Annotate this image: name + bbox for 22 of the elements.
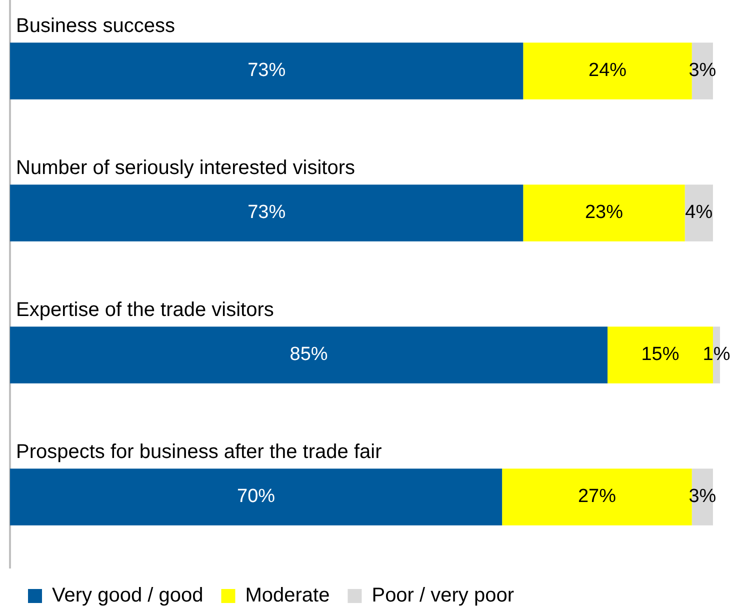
bar: [10, 468, 502, 526]
y-tick-label: Prospects for business after the trade fair: [16, 441, 382, 464]
data-label: 15%: [641, 344, 680, 366]
legend-label: Very good / good: [52, 584, 204, 607]
legend-label: Poor / very poor: [372, 584, 514, 607]
bar: [10, 184, 524, 242]
data-label: 4%: [685, 202, 713, 224]
bar: [523, 184, 685, 242]
data-label: 24%: [588, 60, 627, 82]
y-tick-label: Expertise of the trade visitors: [16, 299, 274, 322]
data-label: 73%: [248, 60, 286, 82]
bar: [10, 326, 608, 384]
bar: [10, 42, 524, 100]
legend-label: Moderate: [245, 584, 330, 607]
data-label: 73%: [248, 202, 286, 224]
y-tick-label: Business success: [16, 15, 175, 38]
data-label: 85%: [290, 344, 328, 366]
y-tick-label: Number of seriously interested visitors: [16, 157, 356, 180]
data-label: 70%: [237, 486, 276, 508]
bar: [684, 184, 713, 242]
data-label: 23%: [584, 202, 624, 224]
data-label: 27%: [578, 486, 616, 508]
